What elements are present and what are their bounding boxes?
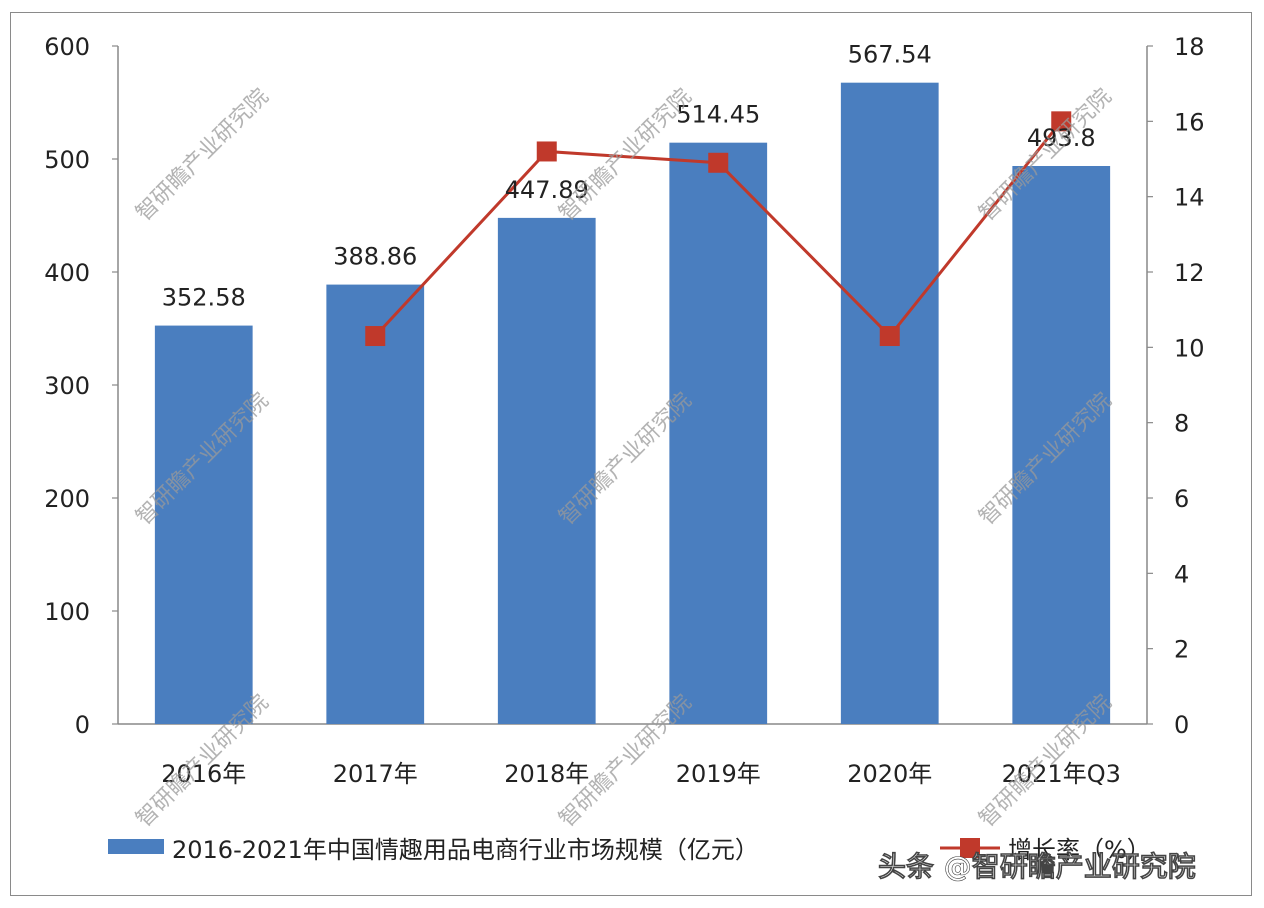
line-series [365,111,1072,347]
bar-series [154,82,1111,725]
bar [840,82,939,724]
y-right-tick-label: 10 [1174,334,1205,362]
growth-point [879,326,900,347]
bar-value-label: 447.89 [505,176,589,204]
y-right-tick-label: 16 [1174,108,1205,136]
x-tick-label: 2019年 [676,760,761,788]
legend-bar-label: 2016-2021年中国情趣用品电商行业市场规模（亿元） [172,836,759,864]
bar-value-label: 567.54 [848,41,932,69]
y-left-tick-label: 600 [44,33,90,61]
y-right-tick-label: 2 [1174,636,1189,664]
bar [497,217,596,725]
legend-line-marker [960,838,980,858]
y-right-tick-label: 6 [1174,485,1189,513]
growth-point [1051,111,1072,132]
growth-point [536,141,557,162]
x-tick-label: 2016年 [161,760,246,788]
bar-value-label: 352.58 [162,284,246,312]
legend: 2016-2021年中国情趣用品电商行业市场规模（亿元） 增长率（%） [108,836,1151,864]
bar [326,284,425,724]
footer-source: 头条 @智研瞻产业研究院 [878,850,1196,883]
y-right-tick-label: 12 [1174,259,1205,287]
y-left-tick-label: 0 [75,711,90,739]
x-tick-label: 2020年 [847,760,932,788]
bar [669,142,768,724]
legend-line-label: 增长率（%） [1008,836,1151,864]
y-left-tick-label: 500 [44,146,90,174]
y-left-tick-label: 400 [44,259,90,287]
bar-value-label: 388.86 [333,243,417,271]
y-right-tick-label: 14 [1174,184,1205,212]
y-right-tick-label: 18 [1174,33,1205,61]
legend-bar-swatch [108,839,164,854]
watermark-text: 智研瞻产业研究院 [132,84,274,226]
y-left-tick-label: 100 [44,598,90,626]
x-tick-label: 2018年 [504,760,589,788]
bar-value-label: 514.45 [676,101,760,129]
bar [154,325,253,724]
y-right-tick-label: 4 [1174,560,1189,588]
y-right-tick-label: 0 [1174,711,1189,739]
y-right-tick-label: 8 [1174,410,1189,438]
growth-point [708,152,729,173]
bar-value-label: 493.8 [1027,124,1096,152]
x-tick-label: 2017年 [333,760,418,788]
y-left-tick-label: 300 [44,372,90,400]
x-tick-label: 2021年Q3 [1002,760,1121,788]
y-left-tick-label: 200 [44,485,90,513]
bar [1012,166,1111,725]
growth-point [365,326,386,347]
axes: 0 100 200 300 400 500 600 0 2 4 6 8 10 12 14 16 18 2016年 2… [44,33,1204,788]
data-labels: 352.58 388.86 447.89 514.45 567.54 493.8 [162,41,1096,312]
